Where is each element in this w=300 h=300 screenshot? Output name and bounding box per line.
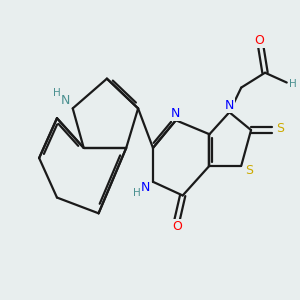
Text: N: N <box>61 94 70 106</box>
Text: S: S <box>245 164 253 177</box>
Text: O: O <box>172 220 182 233</box>
Text: H: H <box>290 79 297 89</box>
Text: H: H <box>53 88 61 98</box>
Text: H: H <box>133 188 140 198</box>
Text: S: S <box>276 122 284 135</box>
Text: N: N <box>225 99 234 112</box>
Text: N: N <box>140 181 150 194</box>
Text: O: O <box>254 34 264 47</box>
Text: N: N <box>171 107 181 120</box>
